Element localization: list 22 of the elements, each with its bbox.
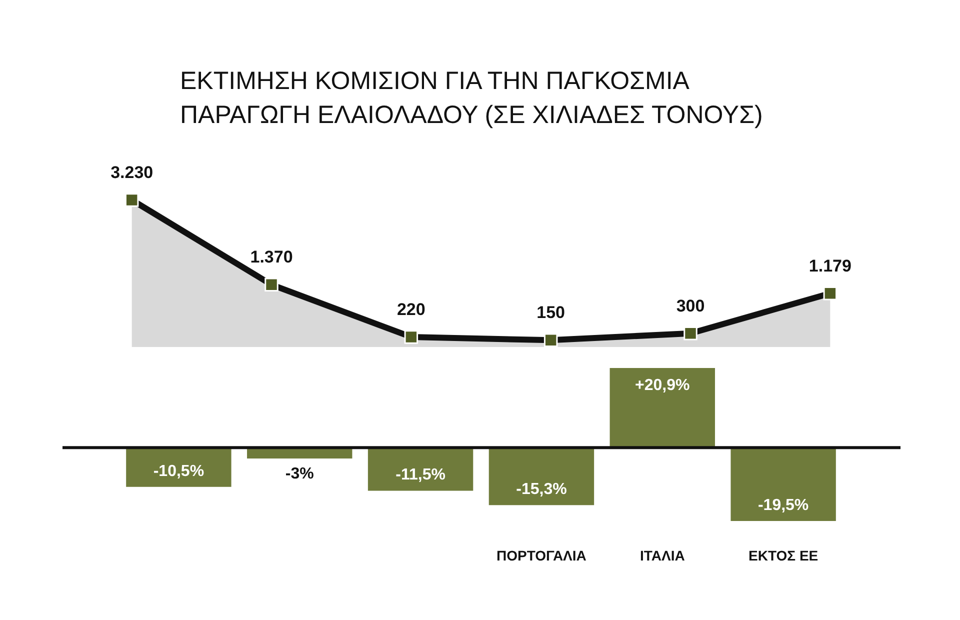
data-label: -11,5% [396,466,446,484]
data-label: 150 [536,303,566,322]
x-tick-label: ΕΚΤΟΣ ΕΕ [748,548,818,564]
data-label: -3% [285,466,314,483]
point [404,330,418,344]
data-label: -10,5% [153,462,204,480]
point [544,333,558,348]
data-label: 220 [396,300,426,319]
chart-title: ΕΚΤΙΜΗΣΗ ΚΟΜΙΣΙΟΝ ΓΙΑ ΤΗΝ ΠΑΓΚΟΣΜΙΑ ΠΑΡΑΓΩΓΗ ΕΛΑΙΟΛΑΔΟΥ (ΣΕ ΧΙΛΙΑΔΕΣ ΤΟΝΟΥΣ) [180,67,763,129]
point [823,286,838,300]
data-label: -19,5% [758,497,809,514]
x-tick-label: ΠΟΡΤΟΓΑΛΙΑ [496,548,586,564]
data-label: 300 [676,296,705,316]
data-label: 1.370 [250,248,293,267]
x-tick-label: ΙΤΑΛΙΑ [640,548,685,564]
data-label: -15,3% [516,481,567,498]
data-label: +20,9% [635,377,690,394]
point [264,278,278,292]
point [684,326,698,340]
data-label: 3.230 [110,163,154,182]
data-label: 1.179 [808,256,852,276]
point [124,193,139,207]
